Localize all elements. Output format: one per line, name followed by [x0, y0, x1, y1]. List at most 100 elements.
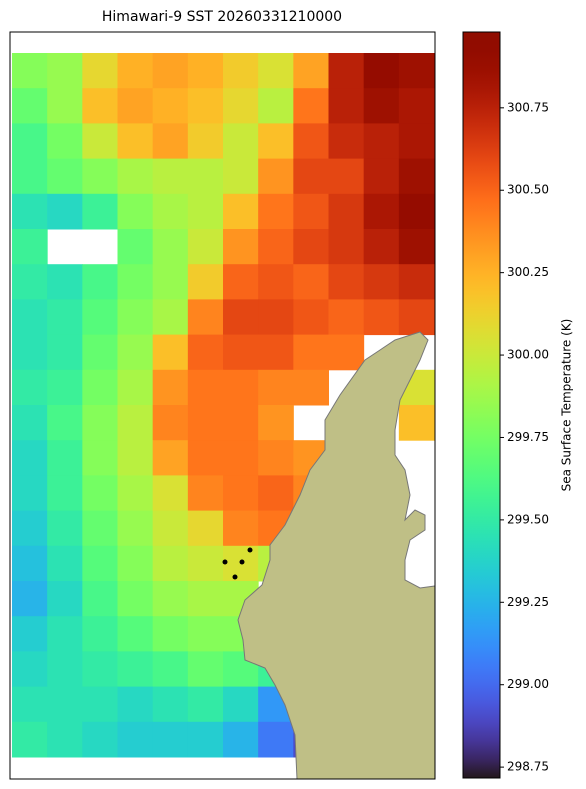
- heatmap-cell: [82, 299, 118, 336]
- heatmap-cell: [117, 158, 154, 195]
- heatmap-cell: [117, 510, 154, 547]
- heatmap-cell: [117, 88, 154, 124]
- heatmap-cell: [293, 264, 329, 300]
- heatmap-cell: [82, 123, 118, 160]
- heatmap-cell: [82, 616, 118, 652]
- heatmap-cell: [187, 440, 224, 476]
- heatmap-cell: [328, 193, 365, 230]
- heatmap-cell: [328, 229, 365, 265]
- colorbar-tick-label: 299.25: [507, 595, 549, 609]
- heatmap-cell: [47, 475, 83, 512]
- heatmap-cell: [82, 369, 118, 406]
- heatmap-cell: [12, 405, 48, 441]
- heatmap-cell: [12, 53, 48, 89]
- heatmap-cell: [117, 369, 154, 406]
- heatmap-cell: [117, 475, 154, 512]
- heatmap-cell: [12, 193, 48, 230]
- heatmap-cell: [47, 545, 83, 582]
- heatmap-cell: [117, 53, 154, 89]
- heatmap-cell: [82, 545, 118, 582]
- heatmap-cell: [187, 686, 224, 723]
- heatmap-cell: [293, 193, 329, 230]
- heatmap-cell: [47, 53, 83, 89]
- heatmap-cell: [223, 158, 259, 195]
- colorbar-tick-label: 300.50: [507, 183, 549, 197]
- heatmap-cell: [152, 229, 189, 265]
- heatmap-cell: [47, 440, 83, 476]
- station: [239, 559, 245, 565]
- heatmap-cell: [12, 686, 48, 723]
- heatmap-cell: [328, 158, 365, 195]
- heatmap-cell: [152, 616, 189, 652]
- heatmap-cell: [117, 229, 154, 265]
- heatmap-cell: [152, 581, 189, 617]
- heatmap-cell: [82, 510, 118, 547]
- heatmap-cell: [187, 616, 224, 652]
- heatmap-cell: [258, 369, 294, 406]
- map-frame: [9, 31, 436, 780]
- heatmap-cell: [82, 405, 118, 441]
- heatmap-cell: [12, 88, 48, 124]
- heatmap-cell: [152, 334, 189, 371]
- heatmap-cell: [223, 264, 259, 300]
- heatmap-cell: [12, 264, 48, 300]
- heatmap-cell: [12, 475, 48, 512]
- heatmap-cell: [152, 123, 189, 160]
- heatmap-cell: [152, 193, 189, 230]
- heatmap-cell: [82, 651, 118, 688]
- heatmap-cell: [117, 123, 154, 160]
- heatmap-cell: [12, 510, 48, 547]
- heatmap-cell: [223, 123, 259, 160]
- colorbar-label: Sea Surface Temperature (K): [560, 319, 574, 492]
- heatmap-cell: [258, 334, 294, 371]
- land: [237, 331, 436, 780]
- heatmap-cell: [47, 88, 83, 124]
- heatmap-cell: [152, 158, 189, 195]
- heatmap-cell: [363, 123, 400, 160]
- heatmap-cell: [152, 88, 189, 124]
- heatmap-cell: [82, 686, 118, 723]
- heatmap-cell: [82, 158, 118, 195]
- heatmap-cell: [12, 440, 48, 476]
- heatmap-cell: [293, 158, 329, 195]
- heatmap-cell: [117, 405, 154, 441]
- heatmap-cell: [12, 651, 48, 688]
- heatmap-cell: [187, 299, 224, 336]
- heatmap-cell: [47, 686, 83, 723]
- heatmap-cell: [117, 264, 154, 300]
- heatmap-cell: [258, 88, 294, 124]
- heatmap-cell: [152, 475, 189, 512]
- heatmap-cell: [117, 686, 154, 723]
- heatmap-cell: [47, 510, 83, 547]
- heatmap-cell: [398, 405, 435, 441]
- heatmap-cell: [187, 158, 224, 195]
- colorbar-tick-label: 299.50: [507, 512, 549, 526]
- heatmap-cell: [223, 334, 259, 371]
- heatmap-cell: [152, 545, 189, 582]
- heatmap-cell: [187, 53, 224, 89]
- heatmap-cell: [398, 193, 435, 230]
- heatmap-cell: [363, 264, 400, 300]
- heatmap-cell: [187, 545, 224, 582]
- heatmap-cell: [152, 264, 189, 300]
- colorbar-tick-label: 300.00: [507, 348, 549, 362]
- chart-title: Himawari-9 SST 20260331210000: [102, 9, 342, 25]
- heatmap-cell: [187, 123, 224, 160]
- heatmap-cell: [223, 88, 259, 124]
- heatmap-cell: [187, 475, 224, 512]
- heatmap-cell: [117, 651, 154, 688]
- heatmap-cell: [223, 686, 259, 723]
- heatmap-cell: [187, 369, 224, 406]
- colorbar-tick-label: 298.75: [507, 760, 549, 774]
- heatmap-cell: [293, 334, 329, 371]
- heatmap-cell: [187, 229, 224, 265]
- heatmap-cell: [12, 721, 48, 758]
- heatmap-cell: [82, 440, 118, 476]
- station: [247, 547, 253, 553]
- heatmap-cell: [293, 299, 329, 336]
- heatmap-cell: [258, 53, 294, 89]
- heatmap-cell: [152, 510, 189, 547]
- heatmap-cell: [223, 229, 259, 265]
- heatmap-cell: [223, 440, 259, 476]
